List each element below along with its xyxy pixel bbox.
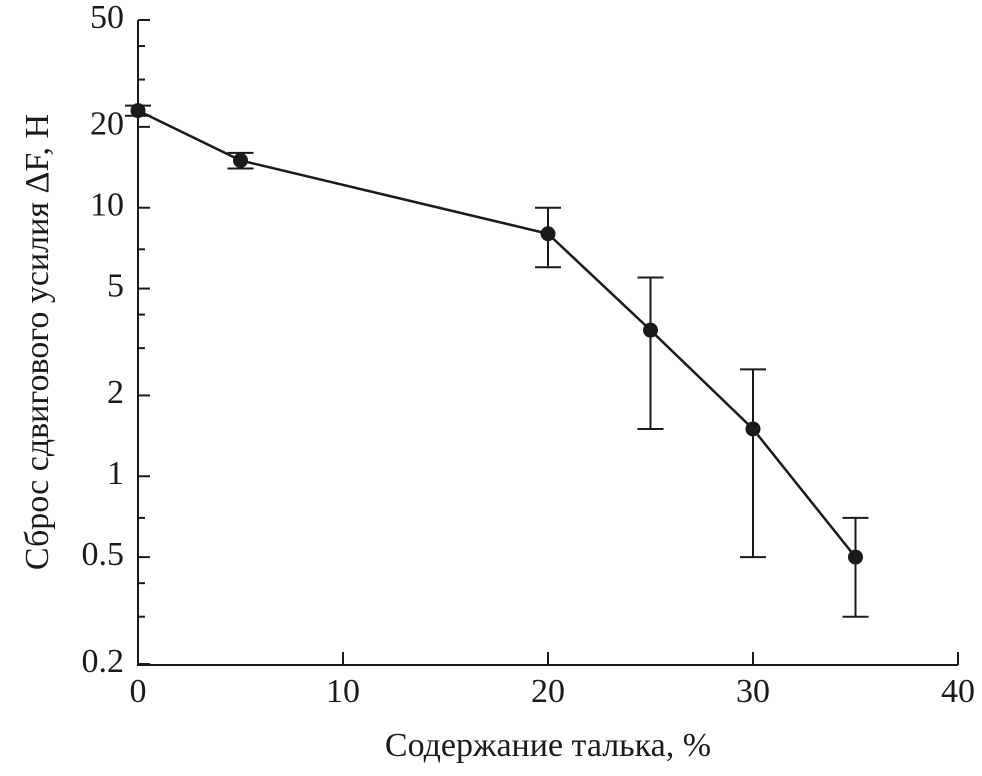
data-point [745,421,761,437]
y-tick-label: 0.2 [82,643,125,680]
x-tick-label: 10 [326,673,360,710]
y-tick-label: 5 [107,267,124,304]
data-point [130,103,146,119]
y-tick-label: 20 [90,106,124,143]
error-bar [842,516,869,618]
series-line [137,109,857,558]
data-point [540,226,556,242]
y-tick-label: 50 [90,0,124,36]
y-tick-label: 10 [90,187,124,224]
error-bar [637,276,664,430]
x-tick-label: 20 [531,673,565,710]
y-tick-label: 1 [107,455,124,492]
x-tick-label: 30 [736,673,770,710]
y-tick-label: 0.5 [82,536,125,573]
data-point [643,322,658,338]
x-tick-label: 40 [941,673,975,710]
error-bar [740,368,766,559]
y-tick-label: 2 [107,374,124,411]
x-tick-label: 0 [130,673,147,710]
x-axis-label: Содержание талька, % [385,727,711,764]
y-axis-label: Сброс сдвигового усилия ΔF, Н [19,114,56,570]
data-point [848,549,863,565]
data-point [233,152,248,168]
